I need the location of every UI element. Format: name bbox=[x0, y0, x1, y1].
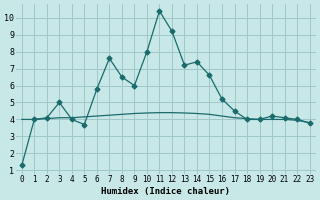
X-axis label: Humidex (Indice chaleur): Humidex (Indice chaleur) bbox=[101, 187, 230, 196]
